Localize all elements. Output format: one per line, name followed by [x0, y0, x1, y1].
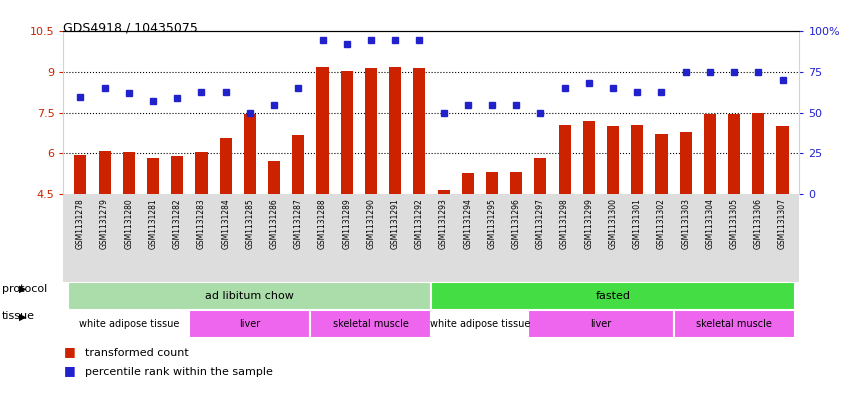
Text: skeletal muscle: skeletal muscle: [696, 319, 772, 329]
Text: ■: ■: [63, 345, 75, 358]
Text: GSM1131305: GSM1131305: [729, 198, 739, 250]
Text: GSM1131301: GSM1131301: [633, 198, 642, 249]
Text: GSM1131285: GSM1131285: [245, 198, 255, 249]
Text: white adipose tissue: white adipose tissue: [430, 319, 530, 329]
Text: ▶: ▶: [19, 284, 26, 294]
Bar: [69, 310, 190, 338]
Text: percentile rank within the sample: percentile rank within the sample: [85, 367, 272, 377]
Text: GSM1131279: GSM1131279: [100, 198, 109, 249]
Text: ad libitum chow: ad libitum chow: [206, 291, 294, 301]
Bar: [171, 156, 184, 194]
Bar: [510, 173, 522, 194]
Text: GSM1131290: GSM1131290: [366, 198, 376, 249]
Bar: [123, 152, 135, 194]
Bar: [341, 71, 353, 194]
Bar: [316, 67, 328, 194]
Text: GSM1131278: GSM1131278: [76, 198, 85, 249]
Bar: [220, 138, 232, 194]
Bar: [486, 172, 498, 194]
Bar: [535, 158, 547, 194]
Text: GSM1131299: GSM1131299: [585, 198, 593, 249]
Bar: [74, 155, 86, 194]
Bar: [147, 158, 159, 194]
Bar: [437, 190, 449, 194]
Text: liver: liver: [239, 319, 261, 329]
Text: protocol: protocol: [2, 284, 47, 294]
Text: GSM1131307: GSM1131307: [778, 198, 787, 250]
Bar: [583, 121, 595, 194]
Bar: [558, 125, 571, 194]
Text: GSM1131297: GSM1131297: [536, 198, 545, 249]
Bar: [704, 114, 716, 194]
Text: GSM1131280: GSM1131280: [124, 198, 134, 249]
Text: GDS4918 / 10435075: GDS4918 / 10435075: [63, 22, 198, 35]
Text: GSM1131282: GSM1131282: [173, 198, 182, 249]
Text: liver: liver: [591, 319, 612, 329]
Bar: [414, 68, 426, 194]
Text: ▶: ▶: [19, 311, 26, 321]
Bar: [190, 310, 310, 338]
Bar: [607, 126, 619, 194]
Text: GSM1131281: GSM1131281: [149, 198, 157, 249]
Bar: [679, 132, 692, 194]
Bar: [310, 310, 431, 338]
Text: GSM1131289: GSM1131289: [343, 198, 351, 249]
Bar: [195, 152, 207, 194]
Text: GSM1131292: GSM1131292: [415, 198, 424, 249]
Bar: [268, 161, 280, 194]
Text: GSM1131306: GSM1131306: [754, 198, 763, 250]
Bar: [69, 282, 431, 310]
Text: transformed count: transformed count: [85, 348, 189, 358]
Text: GSM1131286: GSM1131286: [270, 198, 278, 249]
Text: ■: ■: [63, 364, 75, 377]
Bar: [431, 310, 528, 338]
Bar: [728, 114, 740, 194]
Text: GSM1131295: GSM1131295: [487, 198, 497, 249]
Bar: [431, 282, 794, 310]
Text: GSM1131296: GSM1131296: [512, 198, 520, 249]
Bar: [528, 310, 673, 338]
Text: GSM1131298: GSM1131298: [560, 198, 569, 249]
Bar: [389, 67, 401, 194]
Bar: [292, 135, 305, 194]
Text: white adipose tissue: white adipose tissue: [79, 319, 179, 329]
Bar: [673, 310, 794, 338]
Bar: [98, 151, 111, 194]
Text: GSM1131291: GSM1131291: [391, 198, 399, 249]
Text: tissue: tissue: [2, 311, 35, 321]
Text: GSM1131284: GSM1131284: [221, 198, 230, 249]
Text: fasted: fasted: [596, 291, 630, 301]
Bar: [244, 114, 256, 194]
Text: GSM1131293: GSM1131293: [439, 198, 448, 249]
Bar: [752, 113, 765, 194]
Bar: [777, 126, 788, 194]
Text: GSM1131287: GSM1131287: [294, 198, 303, 249]
Bar: [656, 134, 667, 194]
Text: GSM1131303: GSM1131303: [681, 198, 690, 250]
Text: GSM1131302: GSM1131302: [657, 198, 666, 249]
Text: skeletal muscle: skeletal muscle: [333, 319, 409, 329]
Text: GSM1131288: GSM1131288: [318, 198, 327, 249]
Text: GSM1131300: GSM1131300: [608, 198, 618, 250]
Text: GSM1131304: GSM1131304: [706, 198, 714, 250]
Bar: [462, 173, 474, 194]
Bar: [365, 68, 377, 194]
Text: GSM1131294: GSM1131294: [464, 198, 472, 249]
Text: GSM1131283: GSM1131283: [197, 198, 206, 249]
Bar: [631, 125, 643, 194]
